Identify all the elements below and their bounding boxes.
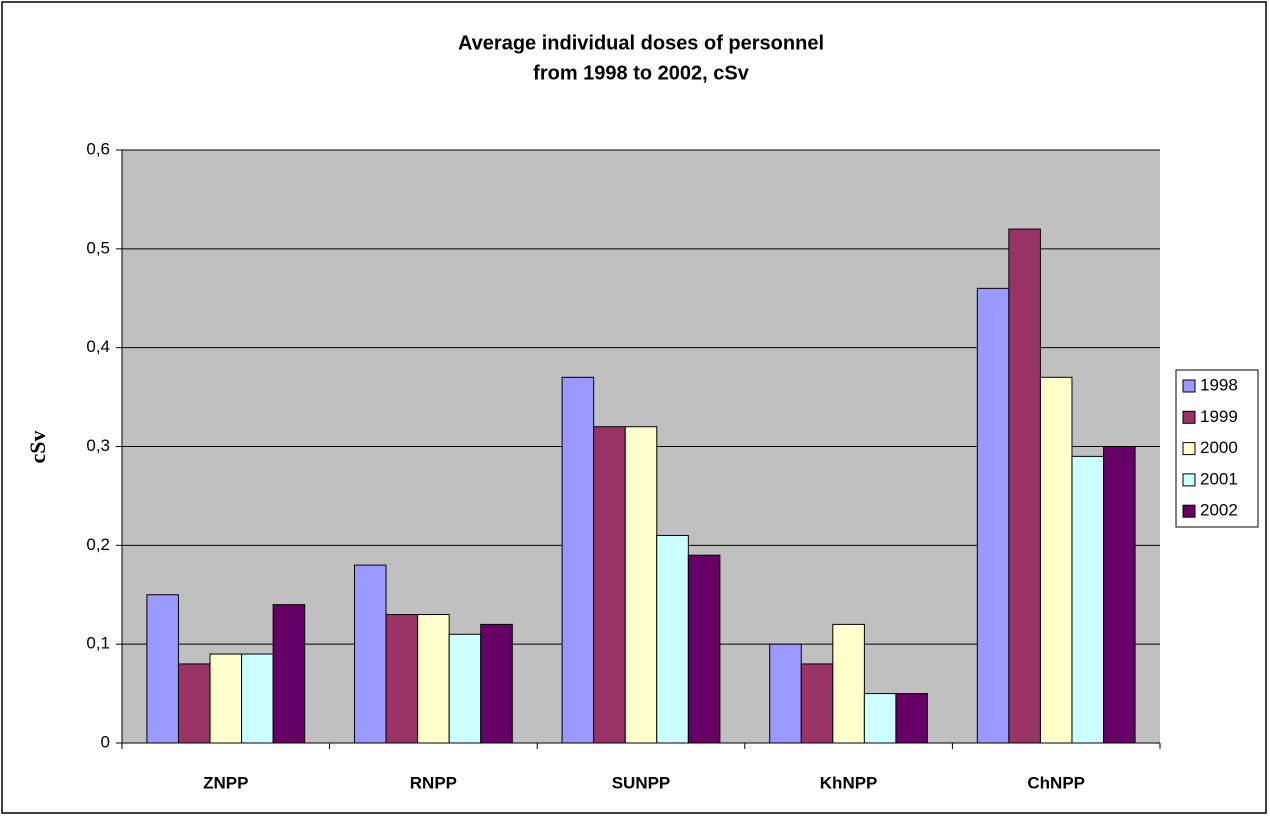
x-tick-label: KhNPP: [820, 773, 878, 792]
bar: [561, 376, 595, 744]
bar: [448, 633, 482, 744]
y-axis-label: cSv: [25, 431, 50, 464]
chart-title: from 1998 to 2002, cSv: [533, 62, 750, 84]
bar: [687, 554, 721, 744]
legend-swatch: [1182, 379, 1196, 393]
bar: [624, 426, 658, 744]
bar: [593, 426, 626, 744]
bar: [241, 653, 274, 744]
x-tick-label: SUNPP: [612, 773, 671, 792]
y-tick-label: 0,5: [86, 238, 110, 257]
bar: [480, 623, 513, 744]
y-tick-label: 0,6: [86, 139, 110, 158]
bar: [656, 534, 689, 744]
legend-swatch: [1182, 504, 1196, 518]
bar: [354, 564, 387, 744]
bar: [976, 287, 1010, 744]
legend-label: 1999: [1200, 407, 1238, 426]
x-tick-label: ZNPP: [203, 773, 248, 792]
bar: [863, 693, 897, 744]
bar: [1071, 455, 1105, 744]
bar: [832, 623, 865, 744]
legend-label: 1998: [1200, 375, 1238, 394]
bar: [769, 643, 802, 744]
bar: [1039, 376, 1073, 744]
bar: [800, 663, 834, 744]
bar: [895, 693, 928, 744]
bar: [272, 604, 306, 744]
bar: [1103, 446, 1136, 744]
legend-label: 2001: [1200, 469, 1238, 488]
bar: [177, 663, 211, 744]
y-tick-label: 0,1: [86, 634, 110, 653]
bar: [417, 614, 450, 744]
x-tick-label: ChNPP: [1027, 773, 1085, 792]
chart-title: Average individual doses of personnel: [458, 32, 824, 54]
bar: [209, 653, 243, 744]
legend-swatch: [1182, 442, 1196, 456]
legend-label: 2000: [1200, 438, 1238, 457]
legend-swatch: [1182, 410, 1196, 424]
x-tick-label: RNPP: [410, 773, 457, 792]
y-tick-label: 0,4: [86, 337, 110, 356]
bar: [385, 614, 419, 744]
legend-label: 2002: [1200, 501, 1238, 520]
y-tick-label: 0,3: [86, 436, 110, 455]
bar: [146, 594, 179, 744]
y-tick-label: 0,2: [86, 535, 110, 554]
bar: [1008, 228, 1041, 744]
legend-swatch: [1182, 473, 1196, 487]
y-tick-label: 0: [101, 732, 110, 751]
